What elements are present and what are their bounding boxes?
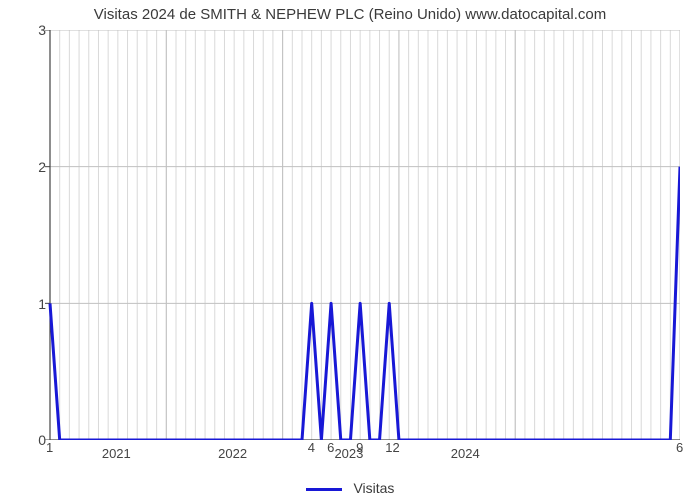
xtick-year: 2024 [451, 446, 480, 461]
xtick-minor: 9 [356, 440, 363, 455]
ytick-3: 3 [30, 22, 46, 38]
xtick-year: 2021 [102, 446, 131, 461]
legend: Visitas [0, 480, 700, 496]
chart-svg [44, 30, 680, 440]
ytick-2: 2 [30, 159, 46, 175]
chart-container: Visitas 2024 de SMITH & NEPHEW PLC (Rein… [0, 0, 700, 500]
xtick-minor: 12 [385, 440, 399, 455]
ytick-0: 0 [30, 432, 46, 448]
xtick-year: 2022 [218, 446, 247, 461]
chart-title: Visitas 2024 de SMITH & NEPHEW PLC (Rein… [0, 6, 700, 23]
plot-area [50, 30, 680, 440]
xtick-minor: 1 [46, 440, 53, 455]
legend-label: Visitas [353, 480, 394, 496]
ytick-1: 1 [30, 296, 46, 312]
xtick-minor: 6 [327, 440, 334, 455]
legend-swatch [306, 488, 342, 491]
xtick-minor: 6 [676, 440, 683, 455]
xtick-minor: 4 [308, 440, 315, 455]
